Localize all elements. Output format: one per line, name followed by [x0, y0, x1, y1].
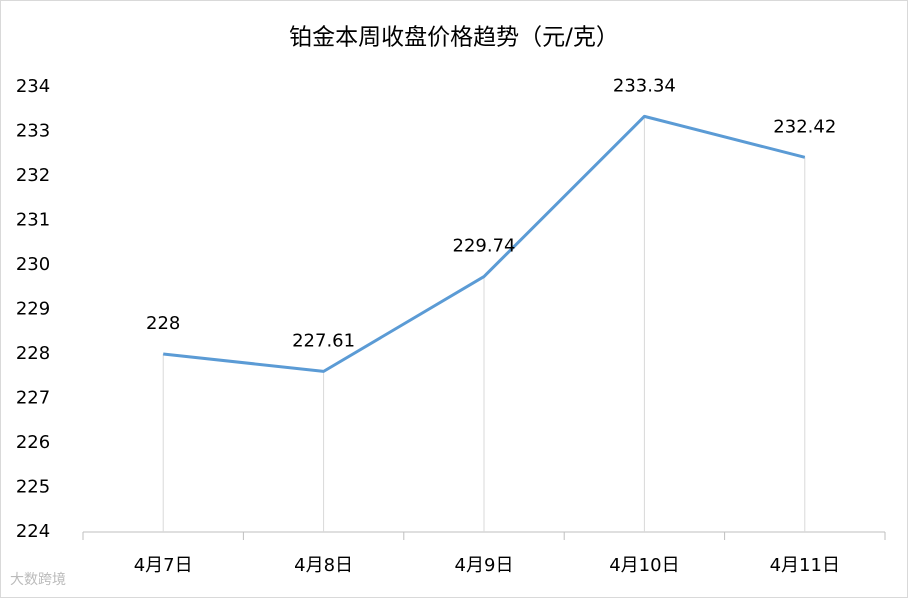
y-tick-label: 224: [16, 521, 50, 542]
x-tick-label: 4月7日: [134, 555, 193, 576]
watermark: 大数跨境: [10, 572, 66, 588]
y-tick-label: 233: [16, 121, 50, 142]
y-tick-label: 232: [16, 165, 50, 186]
y-tick-label: 234: [16, 76, 50, 97]
x-tick-label: 4月11日: [770, 555, 840, 576]
y-tick-label: 225: [16, 477, 50, 498]
y-tick-label: 231: [16, 210, 50, 231]
y-tick-label: 226: [16, 432, 50, 453]
data-label: 228: [146, 313, 180, 334]
data-label: 233.34: [613, 75, 676, 96]
x-tick-label: 4月10日: [609, 555, 679, 576]
data-label: 227.61: [292, 330, 355, 351]
x-tick-label: 4月8日: [294, 555, 353, 576]
y-tick-label: 228: [16, 343, 50, 364]
y-tick-label: 227: [16, 388, 50, 409]
data-label: 229.74: [453, 236, 516, 257]
y-tick-label: 229: [16, 299, 50, 320]
data-label: 232.42: [773, 116, 836, 137]
chart-title: 铂金本周收盘价格趋势（元/克）: [289, 25, 619, 51]
line: [163, 114, 806, 373]
x-tick-label: 4月9日: [455, 555, 514, 576]
y-tick-label: 230: [16, 254, 50, 275]
